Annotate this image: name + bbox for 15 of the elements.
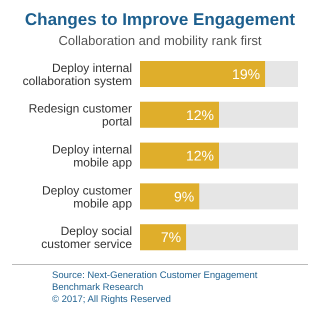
data-label: 12% [186,148,214,164]
y-tick-label: Deploy customer mobile app [42,183,132,210]
source-note: Source: Next-Generation Customer Engagement Benchmark Research [52,270,258,294]
text: © 2017; All Rights Reserved [52,294,172,306]
bar [140,224,186,250]
data-label: 19% [232,66,260,82]
y-tick-label: Redesign customer portal [28,102,132,129]
chart-title: Changes to Improve Engagement [24,9,296,30]
data-label: 7% [160,229,182,246]
y-tick-label: Deploy internal collaboration system [22,60,132,88]
y-tick-label: Deploy social customer service [41,224,132,252]
data-label: 12% [186,106,214,123]
chart-subtitle: Collaboration and mobility rank first [57,33,263,48]
y-tick-label: Deploy internal mobile app [52,142,132,170]
data-label: 9% [174,188,194,204]
